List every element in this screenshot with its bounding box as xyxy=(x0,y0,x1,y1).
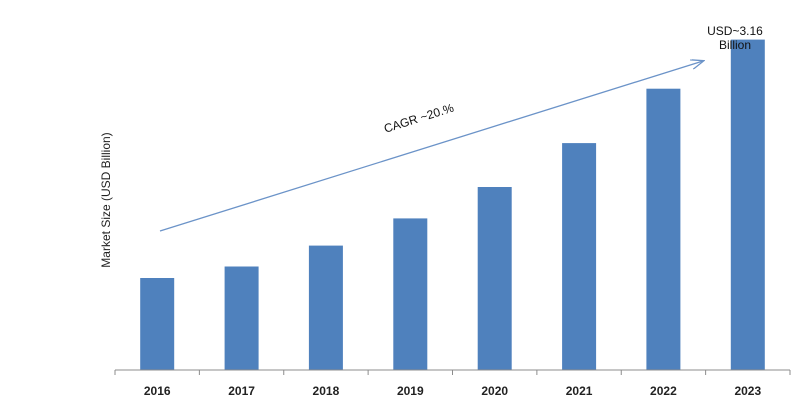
cagr-annotation: CAGR ~20.% xyxy=(382,101,456,136)
x-tick-label-2016: 2016 xyxy=(144,384,171,398)
bar-2021 xyxy=(562,143,597,370)
bar-2018 xyxy=(308,245,343,370)
x-tick-label-2018: 2018 xyxy=(313,384,340,398)
bars xyxy=(140,39,765,370)
x-axis-tick-labels: 2016 2017 2018 2019 2020 2021 2022 2023 xyxy=(144,384,762,398)
bar-2020 xyxy=(477,187,512,370)
bar-2019 xyxy=(393,218,428,370)
x-tick-label-2020: 2020 xyxy=(481,384,508,398)
x-axis-ticks xyxy=(114,370,791,375)
y-axis-label: Market Size (USD Billion) xyxy=(99,132,113,267)
x-tick-label-2019: 2019 xyxy=(397,384,424,398)
cagr-trend-arrow xyxy=(159,61,703,232)
bar-2023 xyxy=(730,39,765,370)
x-tick-label-2021: 2021 xyxy=(566,384,593,398)
x-tick-label-2023: 2023 xyxy=(734,384,761,398)
x-tick-label-2017: 2017 xyxy=(228,384,255,398)
bar-2022 xyxy=(646,88,681,370)
last-value-annotation-line1: USD~3.16 xyxy=(707,24,763,38)
bar-2017 xyxy=(224,266,259,370)
x-tick-label-2022: 2022 xyxy=(650,384,677,398)
last-value-annotation-line2: Billion xyxy=(719,38,751,52)
bar-2016 xyxy=(140,278,175,370)
